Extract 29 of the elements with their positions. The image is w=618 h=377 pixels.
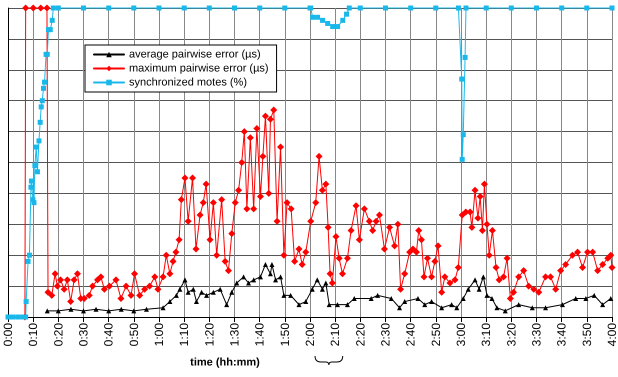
x-tick-label: 0:10: [26, 322, 40, 346]
x-tick-label: 0:30: [76, 322, 90, 346]
x-tick-label: 1:50: [278, 322, 292, 346]
x-tick-label: 1:30: [228, 322, 242, 346]
x-axis-title: time (hh:mm): [190, 356, 260, 368]
legend-label: maximum pairwise error (µs): [129, 62, 269, 74]
x-tick-label: 0:50: [126, 322, 141, 346]
x-tick-label: 3:40: [554, 322, 569, 346]
x-tick-label: 3:20: [504, 322, 518, 346]
x-tick-label: 1:10: [177, 322, 192, 346]
x-tick-label: 1:00: [152, 322, 166, 346]
x-tick-label: 3:30: [530, 322, 544, 346]
legend-label: average pairwise error (µs): [129, 48, 261, 60]
x-tick-label: 0:00: [1, 322, 15, 346]
x-tick-label: 2:10: [328, 322, 342, 346]
x-tick-label: 1:40: [252, 322, 267, 346]
x-tick-label: 0:20: [51, 322, 66, 346]
x-tick-label: 1:20: [202, 322, 216, 346]
x-tick-label: 2:30: [378, 322, 392, 346]
x-tick-label: 2:20: [353, 322, 368, 346]
x-tick-label: 3:50: [580, 322, 594, 346]
x-tick-label: 3:00: [454, 322, 468, 346]
x-tick-label: 3:10: [479, 322, 494, 346]
x-tick-label: 2:00: [303, 322, 317, 346]
x-tick-label: 2:40: [404, 322, 418, 346]
x-tick-label: 4:00: [605, 322, 618, 346]
x-tick-label: 2:50: [428, 322, 443, 346]
x-tick-label: 0:40: [102, 322, 116, 346]
legend-label: synchronized motes (%): [129, 76, 247, 88]
